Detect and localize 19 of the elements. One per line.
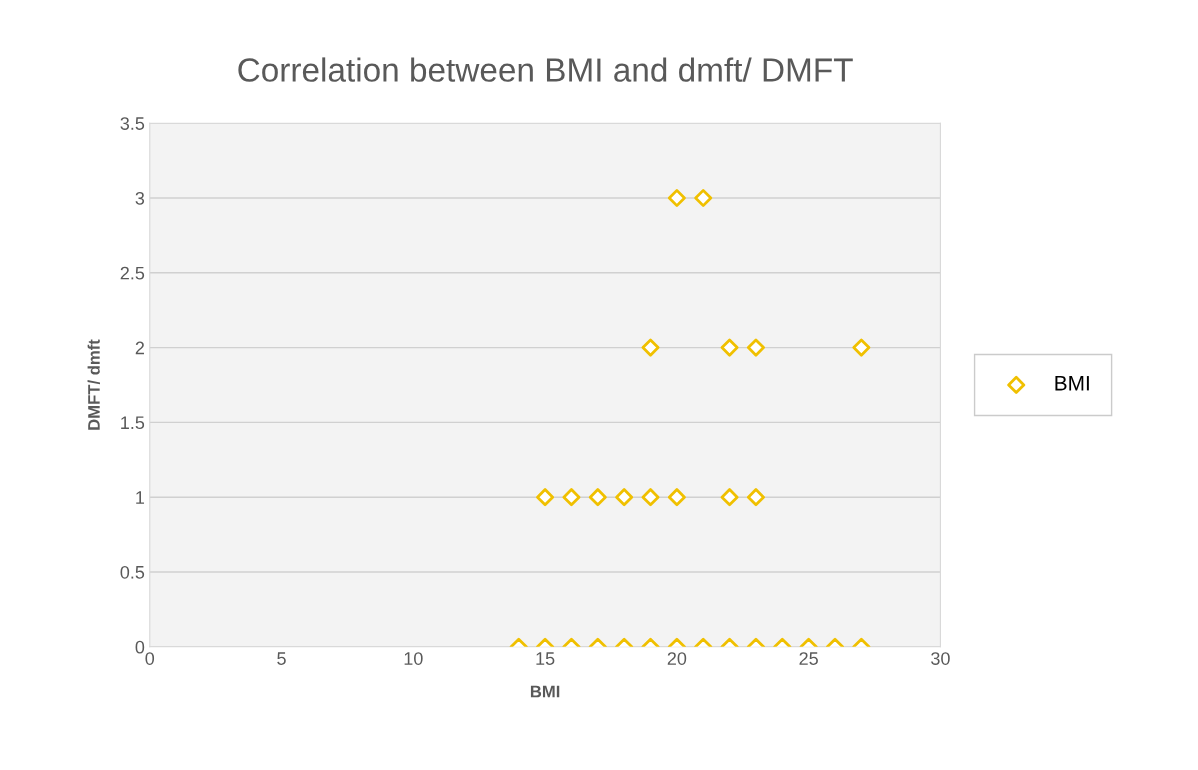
- x-axis-title: BMI: [530, 685, 560, 698]
- x-tick-label: 30: [931, 652, 950, 665]
- x-tick-label: 15: [536, 652, 555, 665]
- x-tick-label: 10: [404, 652, 423, 665]
- legend-label: BMI: [1055, 376, 1089, 391]
- y-axis-title: DMFT/ dmft: [87, 339, 100, 430]
- x-tick-label: 20: [667, 652, 687, 665]
- chart-title: Correlation between BMI and dmft/ DMFT: [238, 57, 853, 82]
- y-tick-label: 0.5: [120, 565, 145, 579]
- y-tick-label: 3.5: [120, 117, 145, 130]
- y-tick-label: 2.5: [120, 266, 145, 280]
- x-tick-label: 25: [799, 652, 818, 665]
- y-tick-label: 0: [135, 640, 145, 654]
- x-tick-label: 5: [277, 652, 286, 665]
- x-tick-label: 0: [145, 652, 155, 665]
- y-tick-label: 1: [136, 491, 145, 504]
- y-tick-label: 2: [135, 341, 144, 355]
- y-tick-label: 1.5: [121, 416, 145, 430]
- y-tick-label: 3: [135, 191, 145, 205]
